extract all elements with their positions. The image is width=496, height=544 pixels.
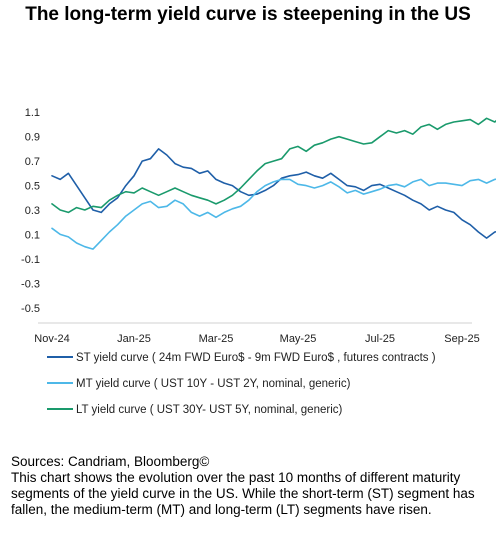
- y-tick-label: -0.5: [21, 303, 40, 315]
- footer: Sources: Candriam, Bloomberg© This chart…: [11, 454, 491, 518]
- source-note: Sources: Candriam, Bloomberg©: [11, 454, 210, 469]
- series-line-mt: [51, 178, 496, 250]
- legend-label: MT yield curve ( UST 10Y - UST 2Y, nomin…: [76, 378, 351, 390]
- y-tick-label: -0.1: [21, 254, 40, 266]
- x-tick-label: Sep-25: [444, 333, 479, 345]
- x-tick-label: Mar-25: [199, 333, 234, 345]
- chart-title: The long-term yield curve is steepening …: [25, 4, 471, 25]
- legend-label: LT yield curve ( UST 30Y- UST 5Y, nomina…: [76, 404, 343, 416]
- y-tick-label: 0.7: [25, 156, 40, 168]
- series-line-lt: [51, 117, 496, 214]
- yield-curve-chart: 1.1 0.9 0.7 0.5 0.3 0.1 -0.1 -0.3 -0.5 Nov-24 Jan…: [21, 107, 496, 416]
- y-tick-label: -0.3: [21, 278, 40, 290]
- legend-label: ST yield curve ( 24m FWD Euro$ - 9m FWD …: [76, 352, 436, 364]
- x-tick-label: Jan-25: [117, 333, 151, 345]
- legend: ST yield curve ( 24m FWD Euro$ - 9m FWD …: [47, 352, 436, 416]
- x-tick-label: May-25: [280, 333, 317, 345]
- y-tick-label: 0.9: [25, 132, 40, 144]
- y-tick-label: 0.3: [25, 205, 40, 217]
- x-axis: Nov-24 Jan-25 Mar-25 May-25 Jul-25 Sep-25: [34, 322, 480, 345]
- series-layer: [51, 117, 496, 250]
- x-tick-label: Nov-24: [34, 333, 69, 345]
- y-axis: 1.1 0.9 0.7 0.5 0.3 0.1 -0.1 -0.3 -0.5: [21, 107, 40, 315]
- y-tick-label: 0.1: [25, 229, 40, 241]
- y-tick-label: 1.1: [25, 107, 40, 119]
- chart-description: This chart shows the evolution over the …: [11, 470, 475, 517]
- y-tick-label: 0.5: [25, 181, 40, 193]
- series-line-st: [51, 148, 496, 239]
- x-tick-label: Jul-25: [365, 333, 395, 345]
